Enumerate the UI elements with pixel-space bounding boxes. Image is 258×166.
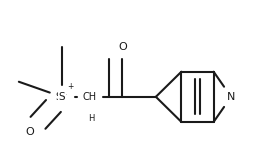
Text: H: H: [88, 114, 95, 123]
Text: O: O: [25, 127, 34, 137]
Text: +: +: [67, 82, 74, 91]
Text: S⁺: S⁺: [56, 92, 68, 102]
Text: O: O: [118, 42, 127, 52]
Text: O: O: [25, 127, 34, 137]
Text: CH: CH: [83, 92, 97, 102]
Text: S: S: [59, 92, 65, 102]
Text: N: N: [227, 92, 235, 102]
Text: N: N: [227, 92, 235, 102]
Text: CH: CH: [83, 92, 97, 102]
Text: O: O: [118, 42, 127, 52]
